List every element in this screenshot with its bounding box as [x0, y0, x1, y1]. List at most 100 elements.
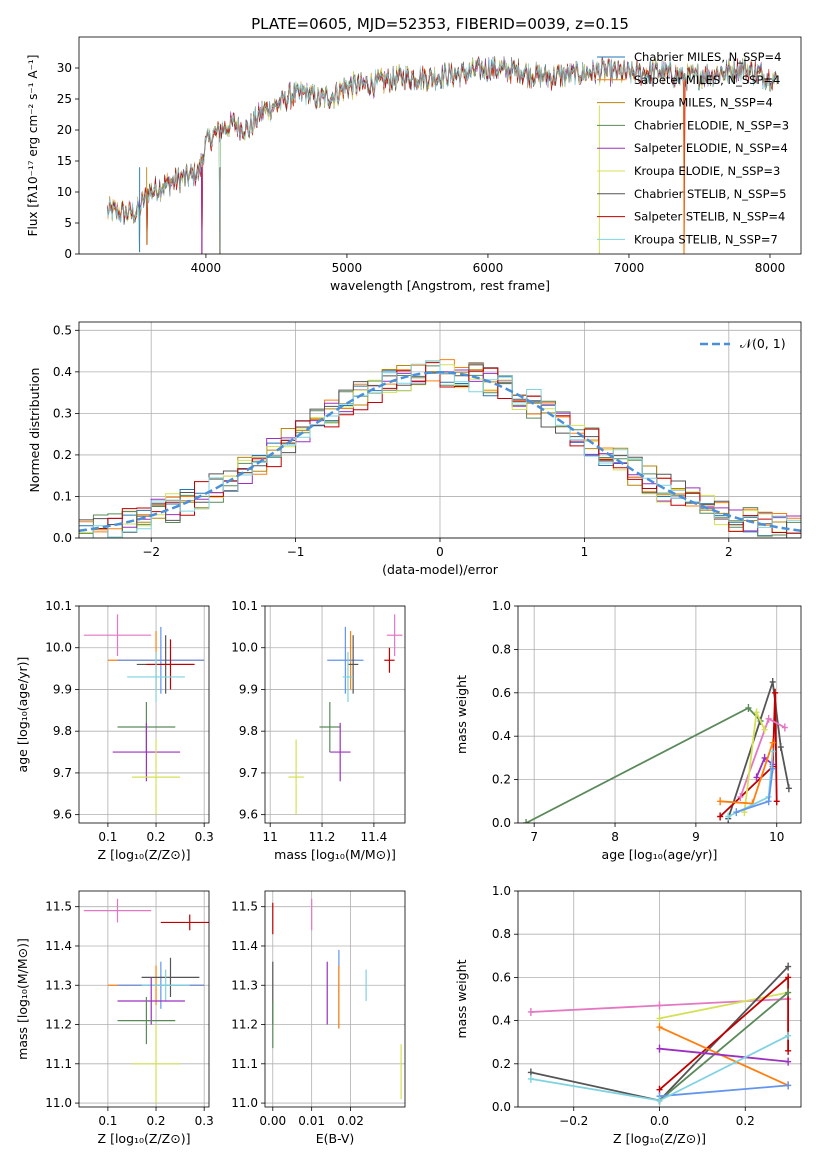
legend-label: 𝒩(0, 1)	[740, 336, 786, 351]
x-tick-label: 0.2	[146, 830, 165, 844]
y-axis-label: Normed distribution	[27, 368, 42, 493]
weight-line	[659, 1026, 789, 1087]
panel-mass-vs-Z: 0.1 0.2 0.3 11.0 11.1 11.2 11.3 11.4 11.5 Z [log₁…	[15, 890, 214, 1146]
x-tick-label: 10	[769, 830, 784, 844]
axes-frame	[264, 890, 406, 1108]
weight-marker	[753, 773, 760, 782]
y-tick-label: 11.0	[231, 1096, 258, 1110]
axes-frame	[264, 605, 406, 824]
y-tick-label: 11.5	[231, 900, 258, 914]
plot-area	[83, 898, 209, 1104]
x-tick-label: 0.3	[195, 1114, 214, 1128]
weight-marker	[769, 764, 776, 773]
y-tick-label: 1.0	[492, 599, 511, 613]
weight-marker	[527, 1074, 534, 1083]
weight-marker	[785, 1046, 792, 1055]
x-tick-label: 0.02	[337, 1114, 364, 1128]
legend-label: Chabrier MILES, N_SSP=4	[634, 50, 781, 64]
y-axis-label: mass weight	[454, 959, 469, 1038]
x-tick-label: 2	[725, 545, 733, 559]
weight-marker	[785, 784, 792, 793]
y-tick-label: 9.8	[53, 724, 72, 738]
x-tick-label: 1	[581, 545, 589, 559]
y-tick-label: 11.2	[231, 1018, 258, 1032]
y-tick-label: 9.6	[53, 808, 72, 822]
legend-label: Salpeter MILES, N_SSP=4	[634, 73, 780, 87]
x-tick-label: 8000	[755, 261, 786, 275]
plot-area	[523, 677, 792, 823]
weight-marker	[753, 708, 760, 717]
legend-label: Kroupa MILES, N_SSP=4	[634, 96, 773, 110]
legend-label: Salpeter STELIB, N_SSP=4	[634, 210, 785, 224]
weight-line	[659, 1084, 789, 1098]
x-tick-label: −0.2	[559, 1114, 588, 1128]
y-tick-label: 9.6	[239, 808, 258, 822]
y-axis-label: age [log₁₀(age/yr)]	[15, 657, 30, 773]
legend: 𝒩(0, 1)	[700, 336, 786, 351]
histogram-step	[79, 362, 801, 538]
weight-marker	[527, 1007, 534, 1016]
axes-frame	[78, 605, 210, 824]
y-tick-label: 0.2	[53, 448, 72, 462]
weight-marker	[745, 703, 752, 712]
weight-marker	[785, 988, 792, 997]
x-tick-label: 0.2	[146, 1114, 165, 1128]
x-tick-label: 7	[530, 830, 538, 844]
plot-area	[79, 359, 801, 538]
weight-line	[727, 681, 790, 819]
figure-title: PLATE=0605, MJD=52353, FIBERID=0039, z=0…	[251, 15, 629, 33]
x-tick-label: 0.1	[98, 830, 117, 844]
y-tick-label: 10.0	[231, 641, 258, 655]
x-tick-label: −1	[287, 545, 305, 559]
grid	[265, 891, 405, 1107]
x-tick-label: 6000	[473, 261, 504, 275]
y-tick-label: 25	[57, 92, 72, 106]
x-tick-label: 0.3	[195, 830, 214, 844]
legend-label: Chabrier ELODIE, N_SSP=3	[634, 118, 789, 132]
weight-marker	[737, 792, 744, 801]
y-tick-label: 0.1	[53, 489, 72, 503]
weight-marker	[785, 962, 792, 971]
weight-marker	[785, 1031, 792, 1040]
weight-marker	[769, 677, 776, 686]
y-tick-label: 11.2	[45, 1018, 72, 1032]
axes-frame	[78, 321, 802, 539]
y-tick-label: 0	[64, 247, 72, 261]
y-tick-label: 9.9	[53, 682, 72, 696]
weight-marker	[656, 1023, 663, 1032]
y-tick-label: 0.5	[53, 323, 72, 337]
y-tick-label: 9.7	[239, 766, 258, 780]
x-tick-label: 0.2	[736, 1114, 755, 1128]
weight-marker	[717, 797, 724, 806]
x-tick-label: −2	[142, 545, 160, 559]
x-tick-label: 11	[263, 830, 278, 844]
y-tick-label: 15	[57, 154, 72, 168]
axes-frame	[78, 890, 210, 1108]
x-tick-label: 11.2	[309, 830, 336, 844]
panel-spectrum: 4000 5000 6000 7000 8000 0 5 10 15 20 25 30 waveleng…	[26, 36, 802, 293]
y-tick-label: 11.4	[45, 939, 72, 953]
x-tick-label: 11.4	[361, 830, 388, 844]
weight-marker	[523, 819, 530, 823]
y-tick-label: 10.0	[45, 641, 72, 655]
y-tick-label: 0.2	[492, 1057, 511, 1071]
y-tick-label: 0.8	[492, 642, 511, 656]
grid	[265, 605, 405, 823]
x-axis-label: E(B-V)	[316, 1131, 355, 1146]
weight-marker	[769, 738, 776, 747]
grid	[518, 605, 801, 824]
x-axis-label: wavelength [Angstrom, rest frame]	[330, 278, 550, 293]
y-axis-label: mass [log₁₀(M/M⊙)]	[15, 938, 30, 1060]
legend-label: Salpeter ELODIE, N_SSP=4	[634, 141, 788, 155]
y-tick-label: 9.9	[239, 682, 258, 696]
y-axis-label: Flux [fλ10⁻¹⁷ erg cm⁻² s⁻¹ A⁻¹]	[26, 55, 40, 237]
plot-area	[527, 962, 792, 1105]
y-axis-label: mass weight	[454, 675, 469, 754]
weight-marker	[765, 797, 772, 806]
plot-area	[106, 55, 777, 254]
y-tick-label: 11.3	[45, 978, 72, 992]
y-tick-label: 11.3	[231, 978, 258, 992]
x-axis-label: Z [log₁₀(Z/Z⊙)]	[98, 1131, 191, 1146]
y-tick-label: 10.1	[45, 599, 72, 613]
